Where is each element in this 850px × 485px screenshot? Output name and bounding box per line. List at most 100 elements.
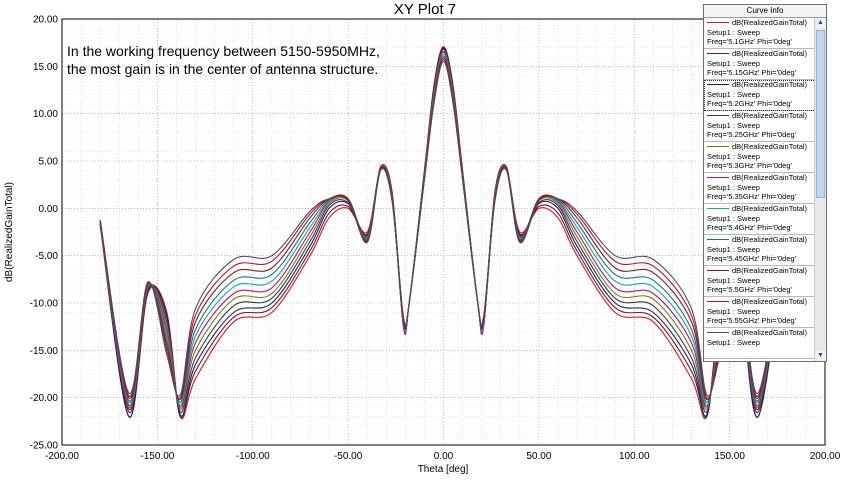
legend-item-expression: dB(RealizedGainTotal) [732,266,808,275]
legend-swatch [707,22,729,24]
y-axis-label: dB(RealizedGainTotal) [4,182,15,282]
series-line-2 [99,47,788,419]
legend-title: Curve Info [704,5,826,18]
x-axis-label: Theta [deg] [418,464,469,475]
y-tick-label: 5.00 [39,157,59,168]
x-tick-label: -150.00 [140,451,174,462]
legend-item[interactable]: dB(RealizedGainTotal) Setup1 : Sweep Freq=… [704,204,816,235]
legend-item-setup: Setup1 : Sweep [707,27,760,37]
y-tick-label: -15.00 [30,346,59,357]
series-line-8 [99,57,788,401]
legend-item[interactable]: dB(RealizedGainTotal) Setup1 : Sweep Freq=… [704,111,816,142]
legend-swatch [707,84,729,86]
legend-item-setup: Setup1 : Sweep [707,244,760,254]
chart-title: XY Plot 7 [394,1,456,18]
legend-swatch [707,115,729,117]
legend-item-expression: dB(RealizedGainTotal) [732,49,808,58]
legend-item-setup: Setup1 : Sweep [707,120,760,130]
series-line-9 [99,59,788,399]
series-line-1 [99,46,788,417]
legend-item-variation: Freq='5.25GHz' Phi='0deg' [707,130,797,139]
legend-item-expression: dB(RealizedGainTotal) [732,204,808,213]
legend-item[interactable]: dB(RealizedGainTotal) Setup1 : Sweep Freq=… [704,18,816,49]
legend-list[interactable]: dB(RealizedGainTotal) Setup1 : Sweep Freq=… [704,18,816,361]
legend-item[interactable]: dB(RealizedGainTotal) Setup1 : Sweep Freq=… [704,235,816,266]
series-line-5 [99,51,788,408]
scroll-down-icon[interactable]: ▼ [815,351,826,361]
legend-scrollbar[interactable]: ▲ ▼ [814,18,826,361]
legend-item-setup: Setup1 : Sweep [707,58,760,68]
x-tick-label: -100.00 [236,451,270,462]
series-line-10 [99,61,788,397]
curve-info-legend[interactable]: Curve Info dB(RealizedGainTotal) Setup1 :… [703,4,827,362]
scroll-up-icon[interactable]: ▲ [815,18,826,28]
legend-item-variation: Freq='5.3GHz' Phi='0deg' [707,161,792,170]
plot-curves [99,45,788,420]
legend-item-expression: dB(RealizedGainTotal) [732,173,808,182]
legend-item-expression: dB(RealizedGainTotal) [732,111,808,120]
legend-item-variation: Freq='5.2GHz' Phi='0deg' [707,99,792,108]
legend-item-variation: Freq='5.4GHz' Phi='0deg' [707,223,792,232]
legend-swatch [707,146,729,148]
legend-item-setup: Setup1 : Sweep [707,213,760,223]
y-tick-label: -5.00 [35,251,58,262]
legend-item-setup: Setup1 : Sweep [707,306,760,316]
legend-item-variation: Freq='5.1GHz' Phi='0deg' [707,37,792,46]
legend-item-variation: Freq='5.5GHz' Phi='0deg' [707,285,792,294]
legend-item-setup: Setup1 : Sweep [707,151,760,161]
series-line-4 [99,50,788,410]
y-axis-ticks: 20.00 15.00 10.00 5.00 0.00 -5.00 -10.00 -15.00… [30,15,59,452]
scroll-thumb[interactable] [816,30,825,198]
x-tick-label: 200.00 [810,451,841,462]
legend-item[interactable]: dB(RealizedGainTotal) Setup1 : Sweep [704,328,816,359]
legend-item-expression: dB(RealizedGainTotal) [732,328,808,337]
legend-item-setup: Setup1 : Sweep [707,337,760,347]
legend-swatch [707,301,729,303]
x-tick-label: 0.00 [434,451,454,462]
x-tick-label: 150.00 [714,451,745,462]
legend-swatch [707,208,729,210]
legend-item[interactable]: dB(RealizedGainTotal) Setup1 : Sweep Freq=… [704,142,816,173]
legend-item-variation: Freq='5.45GHz' Phi='0deg' [707,254,797,263]
series-line-3 [99,48,788,413]
legend-item-variation: Freq='5.15GHz' Phi='0deg' [707,68,797,77]
legend-item-expression: dB(RealizedGainTotal) [732,297,808,306]
legend-swatch [707,332,729,334]
legend-item[interactable]: dB(RealizedGainTotal) Setup1 : Sweep Freq=… [704,266,816,297]
series-line-6 [99,53,788,406]
legend-item-expression: dB(RealizedGainTotal) [732,235,808,244]
y-tick-label: 0.00 [39,204,59,215]
legend-item[interactable]: dB(RealizedGainTotal) Setup1 : Sweep Freq=… [704,80,816,111]
legend-item[interactable]: dB(RealizedGainTotal) Setup1 : Sweep Freq=… [704,173,816,204]
x-tick-label: 100.00 [619,451,650,462]
series-line-7 [99,55,788,403]
legend-item[interactable]: dB(RealizedGainTotal) Setup1 : Sweep Freq=… [704,297,816,328]
y-tick-label: -25.00 [30,441,59,452]
y-tick-label: -20.00 [30,393,59,404]
annotation-line-1: In the working frequency between 5150-59… [67,43,380,59]
x-tick-label: -200.00 [45,451,79,462]
x-axis-ticks: -200.00 -150.00 -100.00 -50.00 0.00 50.00 100.… [45,451,841,462]
legend-item-setup: Setup1 : Sweep [707,275,760,285]
y-tick-label: 15.00 [33,62,58,73]
legend-item-setup: Setup1 : Sweep [707,89,760,99]
legend-item-variation: Freq='5.35GHz' Phi='0deg' [707,192,797,201]
legend-item-expression: dB(RealizedGainTotal) [732,80,808,89]
legend-item-setup: Setup1 : Sweep [707,182,760,192]
legend-item[interactable]: dB(RealizedGainTotal) Setup1 : Sweep Freq=… [704,49,816,80]
legend-item-expression: dB(RealizedGainTotal) [732,142,808,151]
y-tick-label: 20.00 [33,15,58,26]
x-tick-label: 50.00 [526,451,551,462]
legend-swatch [707,270,729,272]
annotation-line-2: the most gain is in the center of antenn… [67,61,378,77]
legend-swatch [707,177,729,179]
legend-swatch [707,239,729,241]
series-line-0 [99,45,788,420]
x-tick-label: -50.00 [334,451,363,462]
legend-item-expression: dB(RealizedGainTotal) [732,18,808,27]
y-tick-label: -10.00 [30,299,59,310]
legend-swatch [707,53,729,55]
legend-item-variation: Freq='5.55GHz' Phi='0deg' [707,316,797,325]
y-tick-label: 10.00 [33,109,58,120]
